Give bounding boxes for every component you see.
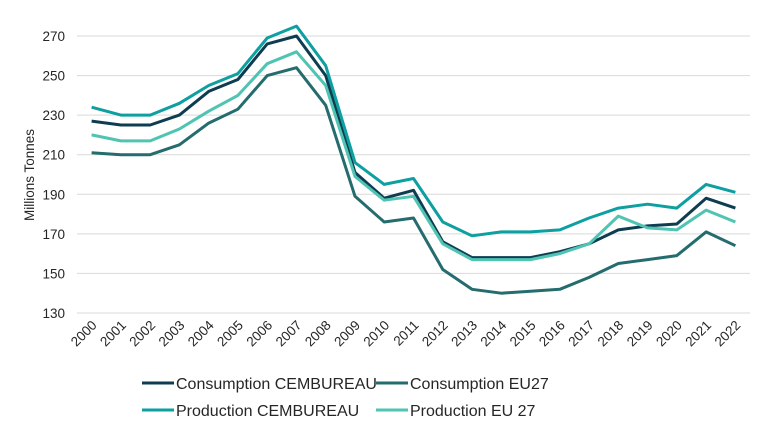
x-tick-label: 2010 — [361, 318, 393, 350]
x-tick-label: 2005 — [214, 318, 246, 350]
legend-label: Consumption CEMBUREAU — [176, 376, 377, 393]
x-tick-label: 2017 — [565, 318, 597, 350]
y-axis-title: Millions Tonnes — [22, 129, 37, 221]
y-tick-label: 250 — [42, 69, 65, 84]
y-tick-label: 270 — [42, 29, 65, 44]
y-tick-label: 230 — [42, 108, 65, 123]
x-tick-label: 2021 — [682, 318, 714, 350]
x-tick-label: 2000 — [68, 318, 100, 350]
series-line-production-eu-27 — [91, 50, 736, 262]
y-tick-label: 190 — [42, 187, 65, 202]
x-tick-label: 2013 — [448, 318, 480, 350]
y-tick-label: 150 — [42, 266, 65, 281]
legend-item: Consumption CEMBUREAU — [142, 376, 377, 393]
series-line-consumption-cembureau — [91, 34, 736, 260]
x-tick-label: 2007 — [273, 318, 305, 350]
y-tick-label: 170 — [42, 227, 65, 242]
x-tick-label: 2002 — [126, 318, 158, 350]
y-tick-label: 130 — [42, 306, 65, 321]
x-tick-label: 2016 — [536, 318, 568, 350]
series-lines — [91, 24, 737, 295]
series-line-production-cembureau — [91, 24, 736, 238]
x-tick-label: 2011 — [390, 318, 421, 349]
x-tick-label: 2012 — [419, 318, 451, 350]
x-tick-label: 2001 — [97, 318, 129, 350]
x-tick-label: 2020 — [653, 318, 685, 350]
legend-item: Production CEMBUREAU — [142, 403, 359, 420]
y-axis-ticks: 130 150 170 190 210 230 250 270 — [42, 29, 65, 321]
x-tick-label: 2004 — [185, 317, 217, 349]
x-tick-label: 2008 — [302, 318, 334, 350]
gridlines — [77, 35, 750, 314]
x-axis-ticks: 2000200120022003200420052006200720082009… — [68, 317, 744, 349]
x-tick-label: 2014 — [478, 317, 510, 349]
legend-label: Production CEMBUREAU — [176, 403, 359, 420]
x-tick-label: 2019 — [624, 318, 656, 350]
x-tick-label: 2022 — [712, 318, 744, 350]
legend-label: Consumption EU27 — [410, 376, 549, 393]
series-line-consumption-eu27 — [91, 66, 737, 295]
legend: Consumption CEMBUREAU Consumption EU27 Pro… — [142, 376, 549, 420]
x-tick-label: 2006 — [243, 318, 275, 350]
legend-item: Consumption EU27 — [376, 376, 549, 393]
y-tick-label: 210 — [42, 148, 65, 163]
legend-item: Production EU 27 — [376, 403, 536, 420]
x-tick-label: 2003 — [156, 318, 188, 350]
x-tick-label: 2018 — [595, 318, 627, 350]
x-tick-label: 2015 — [507, 318, 539, 350]
legend-label: Production EU 27 — [410, 403, 536, 420]
x-tick-label: 2009 — [331, 318, 363, 350]
